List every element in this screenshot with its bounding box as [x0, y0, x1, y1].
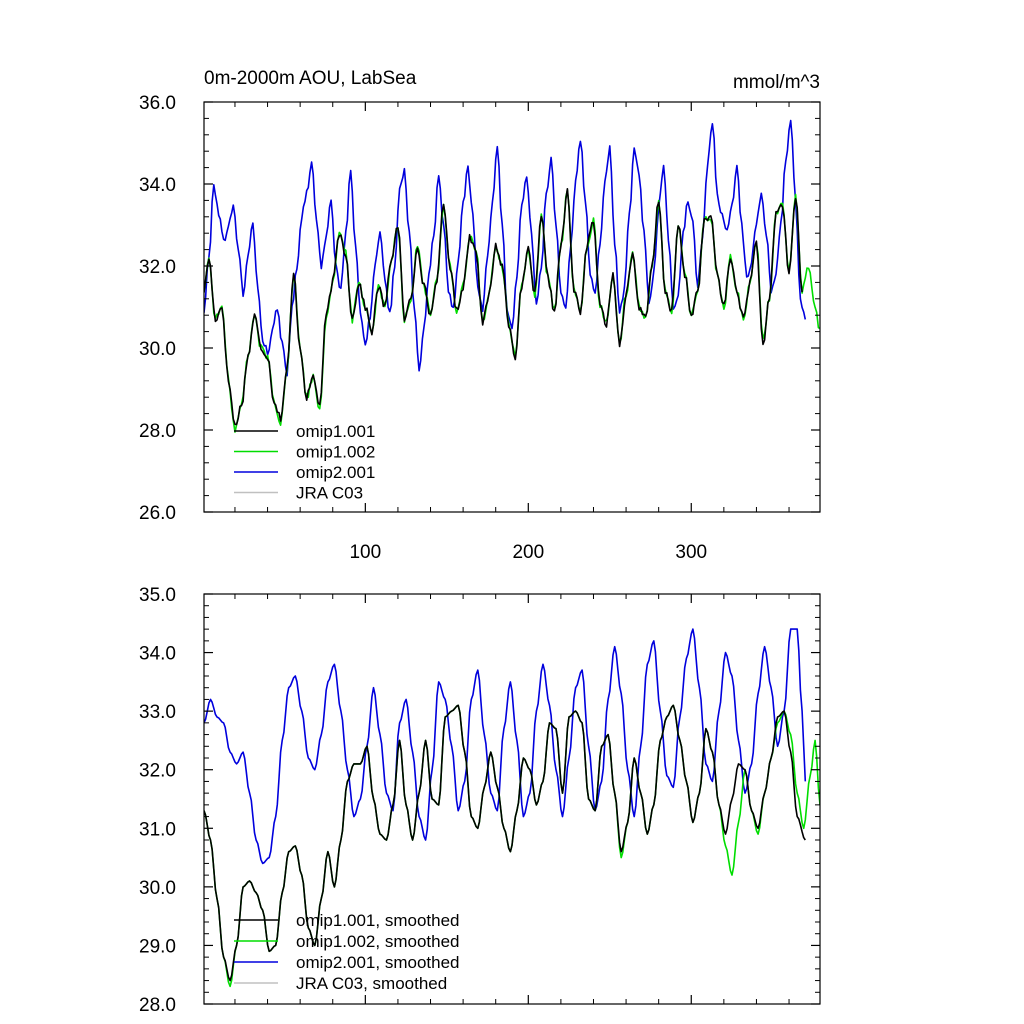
- y-tick-label: 31.0: [139, 819, 176, 840]
- y-tick-label: 30.0: [139, 339, 176, 360]
- series-line-omip1-001-smoothed: [204, 704, 806, 982]
- x-tick-label: 300: [675, 542, 707, 563]
- plot-frame: [203, 593, 821, 1005]
- series-line-omip2-001: [204, 119, 807, 377]
- series-line-omip2-001-smoothed: [204, 628, 807, 865]
- legend-label: omip1.002, smoothed: [296, 932, 460, 951]
- y-tick-label: 36.0: [139, 93, 176, 114]
- legend-label: omip1.001: [296, 422, 375, 441]
- y-tick-label: 32.0: [139, 257, 176, 278]
- y-tick-label: 33.0: [139, 702, 176, 723]
- y-tick-label: 34.0: [139, 644, 176, 665]
- top-panel: 26.0 28.0 30.0 32.0 34.0 36.0 100 200 300 omip1.0…: [139, 93, 821, 563]
- y-tick-label: 34.0: [139, 175, 176, 196]
- series-group: [204, 119, 820, 433]
- legend-label: omip1.001, smoothed: [296, 911, 460, 930]
- legend-label: omip2.001: [296, 463, 375, 482]
- series-group: [204, 628, 820, 988]
- bottom-panel: 28.0 29.0 30.0 31.0 32.0 33.0 34.0 35.0 omip1.00…: [139, 585, 821, 1016]
- series-line-omip1-001: [204, 188, 803, 426]
- y-tick-label: 30.0: [139, 878, 176, 899]
- x-tick-label: 200: [512, 542, 544, 563]
- plot-units-label: mmol/m^3: [733, 72, 820, 93]
- legend-label: omip1.002: [296, 443, 375, 462]
- y-tick-label: 26.0: [139, 503, 176, 524]
- plot-title-left: 0m-2000m AOU, LabSea: [204, 68, 417, 89]
- y-tick-label: 28.0: [139, 995, 176, 1016]
- legend-label: omip2.001, smoothed: [296, 953, 460, 972]
- x-tick-label: 100: [349, 542, 381, 563]
- y-tick-label: 35.0: [139, 585, 176, 606]
- legend-label: JRA C03, smoothed: [296, 974, 447, 993]
- y-tick-label: 28.0: [139, 421, 176, 442]
- plot-frame: [203, 101, 821, 513]
- y-tick-label: 29.0: [139, 936, 176, 957]
- legend-label: JRA C03: [296, 484, 363, 503]
- y-tick-label: 32.0: [139, 761, 176, 782]
